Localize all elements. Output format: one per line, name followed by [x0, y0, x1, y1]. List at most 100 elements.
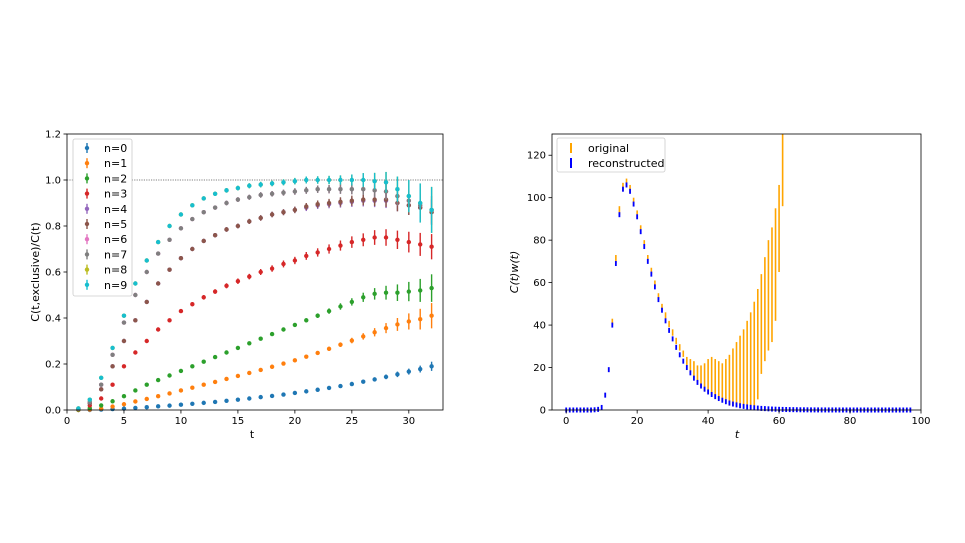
right-reconstructed-bar	[682, 358, 685, 364]
left-legend-marker	[84, 161, 90, 166]
right-reconstructed-bar	[735, 402, 738, 408]
left-x-tick-label: 5	[121, 416, 127, 427]
left-point	[110, 364, 115, 369]
right-original-bar	[618, 206, 621, 215]
left-point	[167, 391, 172, 396]
left-point	[383, 180, 389, 185]
left-point	[167, 403, 172, 408]
right-reconstructed-bar	[710, 392, 713, 398]
left-point	[338, 199, 343, 205]
left-point	[212, 233, 218, 238]
right-original-bar	[678, 344, 681, 351]
left-point	[292, 178, 298, 184]
left-point	[372, 197, 377, 202]
left-point	[395, 187, 400, 192]
right-original-bar	[700, 365, 702, 387]
left-point	[247, 341, 252, 346]
right-reconstructed-bar	[604, 392, 607, 398]
left-point	[326, 177, 332, 183]
left-point	[235, 185, 241, 191]
left-point	[372, 330, 377, 335]
right-reconstructed-bar	[597, 406, 600, 412]
left-legend-marker	[84, 237, 90, 242]
right-reconstructed-bar	[707, 389, 710, 395]
left-y-tick-label: 0.4	[45, 314, 61, 325]
left-point	[224, 200, 229, 206]
left-y-tick-label: 0.8	[45, 222, 61, 233]
left-legend-label: n=8	[104, 264, 127, 277]
left-chart: 0 5 10 15 20 25 30 0.0 0.2 0.4 0.6 0.8 1.0 1.2 t C(t,…	[29, 130, 444, 441]
left-point	[361, 379, 366, 384]
left-point	[269, 364, 275, 369]
left-point	[395, 322, 400, 327]
right-y-tick-label: 120	[527, 151, 546, 162]
left-point	[418, 316, 423, 322]
right-original-bar	[739, 335, 741, 406]
left-point	[201, 210, 206, 215]
left-point	[304, 354, 309, 359]
left-point	[190, 246, 195, 252]
left-legend-marker	[84, 145, 90, 151]
left-point	[247, 274, 252, 279]
left-point	[269, 191, 275, 196]
right-reconstructed-bar	[636, 214, 639, 220]
left-point	[167, 237, 172, 242]
right-reconstructed-bar	[622, 186, 624, 192]
left-y-tick-label: 1.0	[45, 176, 61, 187]
left-point	[372, 188, 377, 193]
right-original-bar	[696, 365, 699, 383]
right-reconstructed-bar	[643, 244, 646, 250]
right-legend-box	[556, 137, 666, 173]
left-point	[269, 181, 275, 186]
left-legend-marker	[84, 191, 90, 196]
left-point	[372, 178, 377, 184]
left-point	[315, 201, 320, 207]
left-point	[201, 238, 206, 244]
right-original-bar	[693, 361, 695, 379]
right-reconstructed-bar	[703, 386, 706, 392]
right-reconstructed-bar	[657, 297, 660, 303]
left-point	[201, 382, 206, 387]
left-point	[429, 364, 434, 369]
left-point	[406, 193, 412, 199]
left-point	[144, 299, 149, 305]
left-point	[190, 203, 195, 208]
left-point	[429, 285, 434, 291]
left-point	[155, 377, 161, 383]
left-legend-marker	[84, 267, 90, 272]
right-x-axis-label: t	[735, 428, 740, 441]
right-x-tick-label: 100	[911, 416, 930, 427]
left-point	[144, 338, 149, 344]
left-point	[349, 299, 355, 305]
left-point	[178, 368, 184, 374]
left-point	[224, 398, 229, 403]
right-original-bar	[671, 329, 674, 336]
right-original-bar	[664, 312, 667, 319]
left-point	[98, 382, 104, 387]
left-point	[269, 212, 275, 217]
right-reconstructed-bar	[632, 201, 635, 207]
left-point	[406, 369, 412, 374]
left-legend: n=0 n=1 n=2 n=3 n=4 n=5 n=6 n=7 n=8 n=9	[72, 138, 133, 297]
left-x-tick-label: 20	[289, 416, 302, 427]
right-original-bar	[689, 359, 692, 372]
left-point	[155, 251, 161, 256]
left-point	[190, 401, 195, 406]
left-point	[281, 327, 286, 332]
right-reconstructed-bar	[721, 397, 724, 403]
right-original-bar	[725, 359, 727, 404]
left-y-tick-label: 0.6	[45, 268, 61, 279]
left-point	[258, 367, 263, 373]
left-point	[155, 404, 161, 409]
right-original-bar	[746, 320, 748, 406]
left-point	[178, 388, 184, 393]
left-point	[98, 403, 104, 408]
right-original-bar	[703, 363, 706, 391]
right-reconstructed-bar	[781, 406, 784, 412]
right-original-bar	[657, 293, 660, 300]
left-point	[292, 322, 298, 328]
right-reconstructed-bar	[639, 229, 642, 235]
left-point	[76, 406, 81, 411]
right-original-bar	[753, 301, 756, 406]
left-point	[292, 189, 298, 194]
